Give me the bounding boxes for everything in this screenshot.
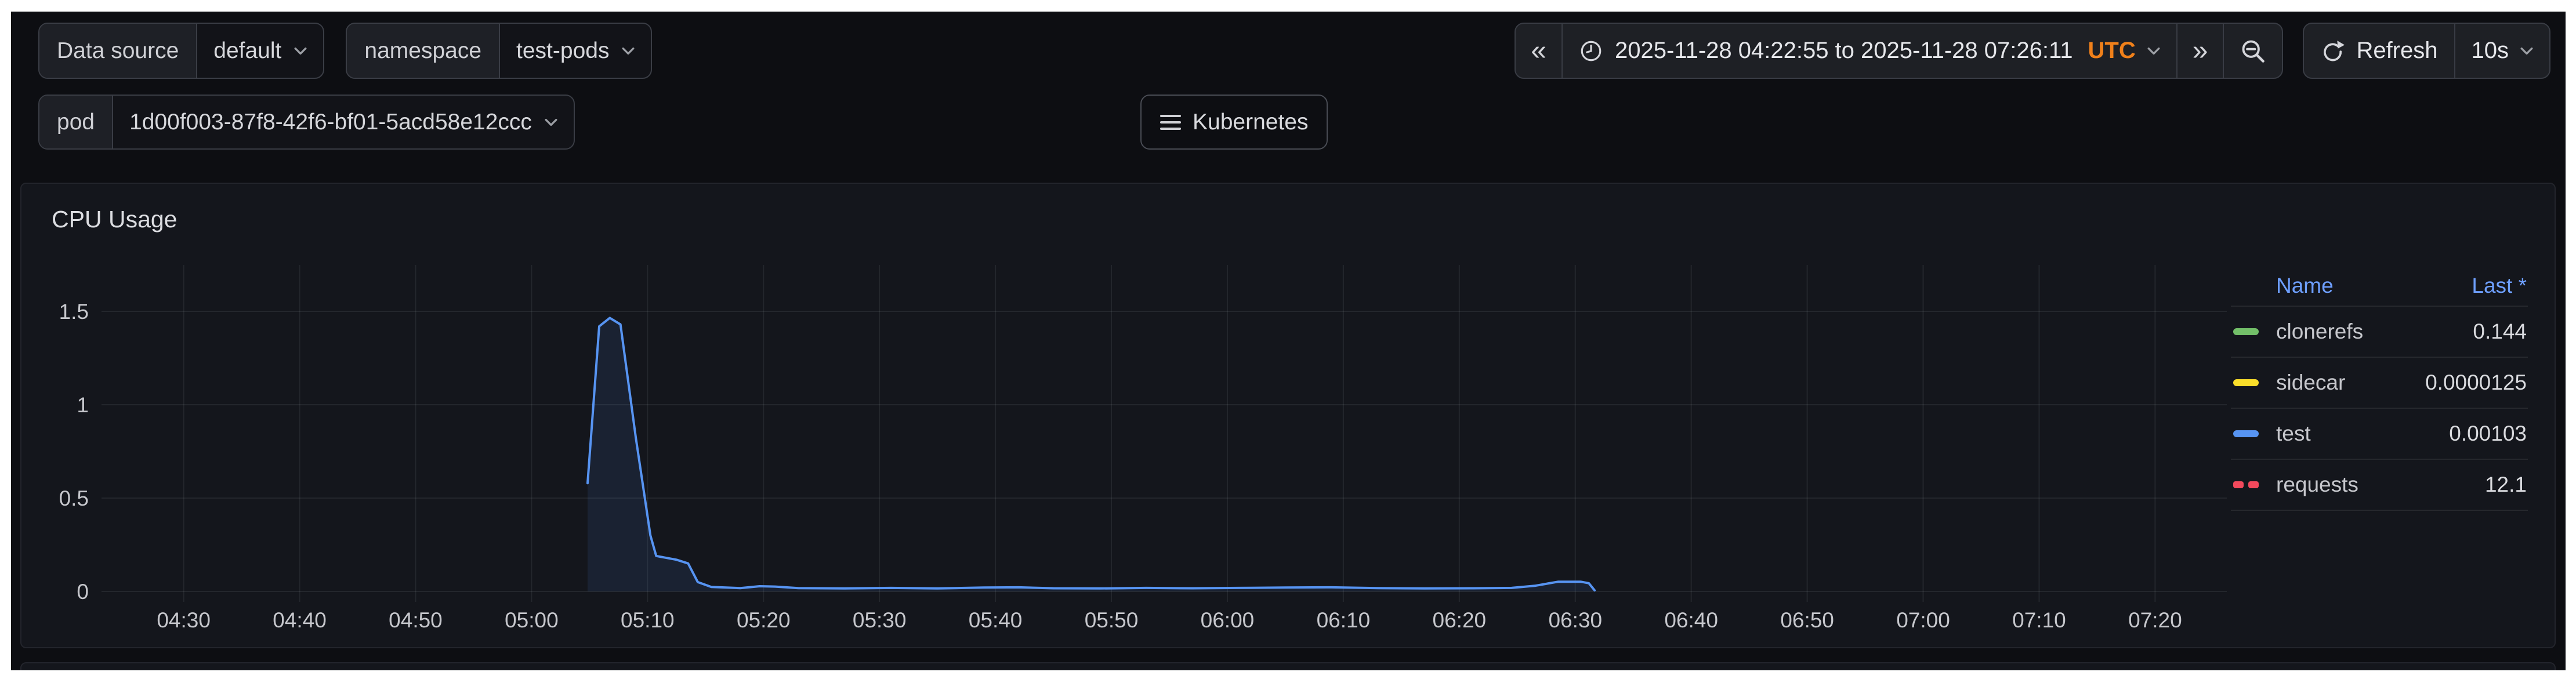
menu-icon bbox=[1160, 114, 1181, 130]
refresh-label: Refresh bbox=[2356, 38, 2438, 63]
time-range-button[interactable]: 2025-11-28 04:22:55 to 2025-11-28 07:26:… bbox=[1561, 24, 2176, 78]
legend-header: Name Last * bbox=[2231, 266, 2528, 307]
legend-row-requests[interactable]: requests 12.1 bbox=[2231, 460, 2528, 511]
svg-text:06:00: 06:00 bbox=[1201, 608, 1255, 632]
pod-select[interactable]: 1d00f003-87f8-42f6-bf01-5acd58e12ccc bbox=[113, 96, 574, 148]
refresh-interval-value: 10s bbox=[2471, 38, 2509, 63]
legend-rows: clonerefs 0.144 sidecar 0.0000125 test 0.0010… bbox=[2231, 307, 2528, 511]
svg-text:05:50: 05:50 bbox=[1085, 608, 1139, 632]
series-last-value: 12.1 bbox=[2484, 473, 2527, 496]
chevron-down-icon bbox=[545, 118, 557, 126]
svg-text:06:30: 06:30 bbox=[1548, 608, 1602, 632]
svg-text:05:00: 05:00 bbox=[505, 608, 559, 632]
svg-text:04:30: 04:30 bbox=[157, 608, 211, 632]
series-name[interactable]: requests bbox=[2276, 473, 2358, 496]
zoom-out-icon bbox=[2242, 40, 2265, 63]
svg-text:05:40: 05:40 bbox=[969, 608, 1023, 632]
chevron-down-icon bbox=[2147, 47, 2160, 55]
time-shift-forward-button[interactable]: » bbox=[2176, 24, 2223, 78]
time-controls: « 2025-11-28 04:22:55 to 2025-11-28 07:2… bbox=[1515, 23, 2550, 79]
datasource-select[interactable]: default bbox=[197, 24, 323, 78]
svg-text:04:50: 04:50 bbox=[389, 608, 443, 632]
refresh-group: Refresh 10s bbox=[2303, 23, 2550, 79]
pod-label: pod bbox=[39, 96, 114, 148]
svg-text:07:20: 07:20 bbox=[2128, 608, 2182, 632]
chevron-down-icon bbox=[2520, 47, 2533, 55]
series-name[interactable]: clonerefs bbox=[2276, 319, 2364, 343]
panel-title[interactable]: CPU Usage bbox=[52, 206, 177, 233]
time-shift-back-button[interactable]: « bbox=[1531, 35, 1546, 66]
svg-text:06:10: 06:10 bbox=[1317, 608, 1371, 632]
legend-row-sidecar[interactable]: sidecar 0.0000125 bbox=[2231, 358, 2528, 409]
series-name[interactable]: sidecar bbox=[2276, 371, 2346, 394]
svg-text:06:40: 06:40 bbox=[1664, 608, 1718, 632]
svg-text:07:00: 07:00 bbox=[1896, 608, 1950, 632]
series-name[interactable]: test bbox=[2276, 422, 2311, 445]
series-color-swatch bbox=[2233, 481, 2259, 488]
legend-row-clonerefs[interactable]: clonerefs 0.144 bbox=[2231, 307, 2528, 358]
series-color-swatch bbox=[2233, 379, 2259, 386]
pod-variable: pod 1d00f003-87f8-42f6-bf01-5acd58e12ccc bbox=[38, 95, 575, 150]
legend-row-test[interactable]: test 0.00103 bbox=[2231, 409, 2528, 460]
clock-icon bbox=[1581, 41, 1602, 61]
datasource-variable: Data source default bbox=[38, 23, 325, 79]
refresh-interval-select[interactable]: 10s bbox=[2454, 24, 2550, 78]
svg-text:05:30: 05:30 bbox=[853, 608, 907, 632]
svg-text:1.5: 1.5 bbox=[59, 300, 89, 324]
namespace-label: namespace bbox=[347, 24, 501, 78]
namespace-select[interactable]: test-pods bbox=[500, 24, 651, 78]
namespace-variable: namespace test-pods bbox=[346, 23, 653, 79]
next-panel-top bbox=[20, 662, 2556, 670]
series-last-value: 0.00103 bbox=[2449, 422, 2527, 445]
svg-text:07:10: 07:10 bbox=[2012, 608, 2066, 632]
svg-text:05:10: 05:10 bbox=[621, 608, 675, 632]
chevron-down-icon bbox=[622, 47, 635, 55]
namespace-value: test-pods bbox=[516, 38, 610, 63]
legend-table: Name Last * clonerefs 0.144 sidecar 0.00001… bbox=[2231, 266, 2528, 511]
timezone-label: UTC bbox=[2088, 38, 2136, 63]
svg-text:06:50: 06:50 bbox=[1780, 608, 1834, 632]
time-range-text: 2025-11-28 04:22:55 to 2025-11-28 07:26:… bbox=[1614, 38, 2073, 63]
kubernetes-menu-button[interactable]: Kubernetes bbox=[1140, 95, 1328, 150]
zoom-out-time-button[interactable] bbox=[2223, 24, 2282, 78]
cpu-usage-panel: CPU Usage 0 0.5 1 1.5 04:30 04:40 04:50 05:00 05… bbox=[20, 183, 2556, 648]
cpu-usage-chart[interactable]: 0 0.5 1 1.5 04:30 04:40 04:50 05:00 05:10 05:20 05… bbox=[33, 265, 2237, 648]
kubernetes-button-label: Kubernetes bbox=[1193, 109, 1309, 135]
toolbar: Data source default namespace test-pods … bbox=[38, 23, 2550, 79]
series-last-value: 0.144 bbox=[2473, 319, 2527, 343]
svg-text:05:20: 05:20 bbox=[737, 608, 791, 632]
chevron-down-icon bbox=[294, 47, 307, 55]
series-last-value: 0.0000125 bbox=[2425, 371, 2527, 394]
legend-last-header[interactable]: Last * bbox=[2472, 274, 2527, 297]
dashboard-app: Data source default namespace test-pods … bbox=[11, 12, 2566, 670]
toolbar-row2: pod 1d00f003-87f8-42f6-bf01-5acd58e12ccc bbox=[38, 95, 575, 150]
variable-controls: Data source default namespace test-pods bbox=[38, 23, 653, 79]
svg-text:06:20: 06:20 bbox=[1433, 608, 1487, 632]
svg-text:1: 1 bbox=[77, 393, 89, 417]
datasource-label: Data source bbox=[39, 24, 198, 78]
pod-value: 1d00f003-87f8-42f6-bf01-5acd58e12ccc bbox=[129, 109, 532, 135]
datasource-value: default bbox=[213, 38, 282, 63]
series-color-swatch bbox=[2233, 328, 2259, 335]
svg-text:0: 0 bbox=[77, 580, 89, 604]
refresh-icon bbox=[2324, 40, 2345, 61]
svg-text:0.5: 0.5 bbox=[59, 486, 89, 510]
refresh-button[interactable]: Refresh bbox=[2304, 24, 2454, 78]
svg-text:04:40: 04:40 bbox=[273, 608, 327, 632]
legend-name-header[interactable]: Name bbox=[2276, 274, 2334, 297]
time-range-group: « 2025-11-28 04:22:55 to 2025-11-28 07:2… bbox=[1515, 23, 2284, 79]
series-color-swatch bbox=[2233, 430, 2259, 437]
